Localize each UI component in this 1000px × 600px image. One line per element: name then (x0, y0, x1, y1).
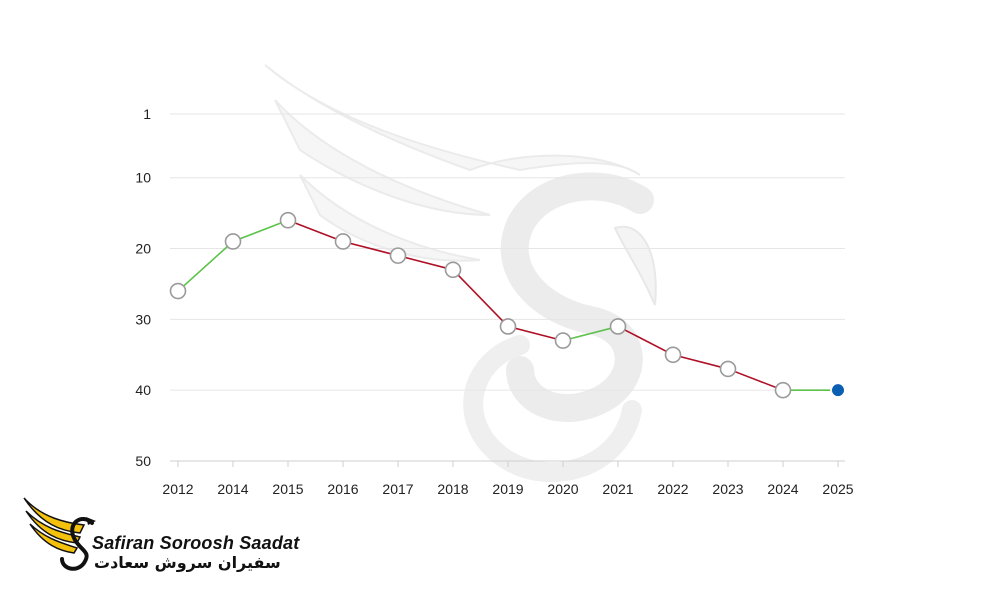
company-logo: Safiran Soroosh Saadat سفیران سروش سعادت (22, 493, 312, 575)
line-segment (232, 219, 289, 243)
x-tick-label: 2021 (602, 481, 633, 497)
y-tick-label: 30 (135, 311, 151, 327)
x-tick-label: 2022 (657, 481, 688, 497)
x-tick-label: 2019 (492, 481, 523, 497)
x-tick-label: 2018 (437, 481, 468, 497)
y-tick-label: 20 (135, 241, 151, 257)
data-point[interactable] (719, 360, 737, 378)
x-tick-label: 2016 (327, 481, 358, 497)
y-tick-label: 10 (135, 170, 151, 186)
line-segment (672, 354, 729, 370)
data-point[interactable] (389, 247, 407, 264)
data-point[interactable] (444, 261, 462, 279)
line-segment (287, 219, 344, 243)
line-segment (342, 240, 399, 257)
watermark-logo (264, 64, 657, 483)
data-point[interactable] (830, 382, 846, 399)
x-tick-label: 2023 (712, 481, 743, 497)
data-point[interactable] (224, 233, 242, 250)
line-segment (617, 325, 674, 356)
y-tick-label: 50 (135, 453, 151, 469)
data-point[interactable] (554, 332, 572, 349)
logo-text-english: Safiran Soroosh Saadat (92, 533, 300, 553)
x-tick-label: 2012 (162, 481, 193, 497)
line-segment (507, 325, 564, 342)
y-tick-label: 40 (135, 382, 151, 398)
logo-text-persian: سفیران سروش سعادت (94, 553, 281, 572)
data-point[interactable] (609, 318, 627, 335)
line-segment (177, 240, 234, 292)
y-tick-label: 1 (143, 106, 151, 122)
x-tick-label: 2014 (217, 481, 248, 497)
logo-bird-icon (23, 497, 96, 571)
x-tick-label: 2015 (272, 481, 303, 497)
x-tick-label: 2017 (382, 481, 413, 497)
x-tick-label: 2020 (547, 481, 578, 497)
data-point[interactable] (499, 318, 517, 335)
data-point[interactable] (334, 233, 352, 250)
data-point[interactable] (169, 282, 187, 300)
line-segment (727, 368, 784, 391)
data-point[interactable] (774, 381, 792, 399)
x-tick-label: 2025 (822, 481, 853, 497)
line-segment (397, 254, 454, 271)
data-point[interactable] (279, 211, 297, 229)
line-segment (562, 325, 619, 342)
data-point[interactable] (664, 346, 682, 364)
x-tick-label: 2024 (767, 481, 798, 497)
line-segment (452, 269, 509, 328)
